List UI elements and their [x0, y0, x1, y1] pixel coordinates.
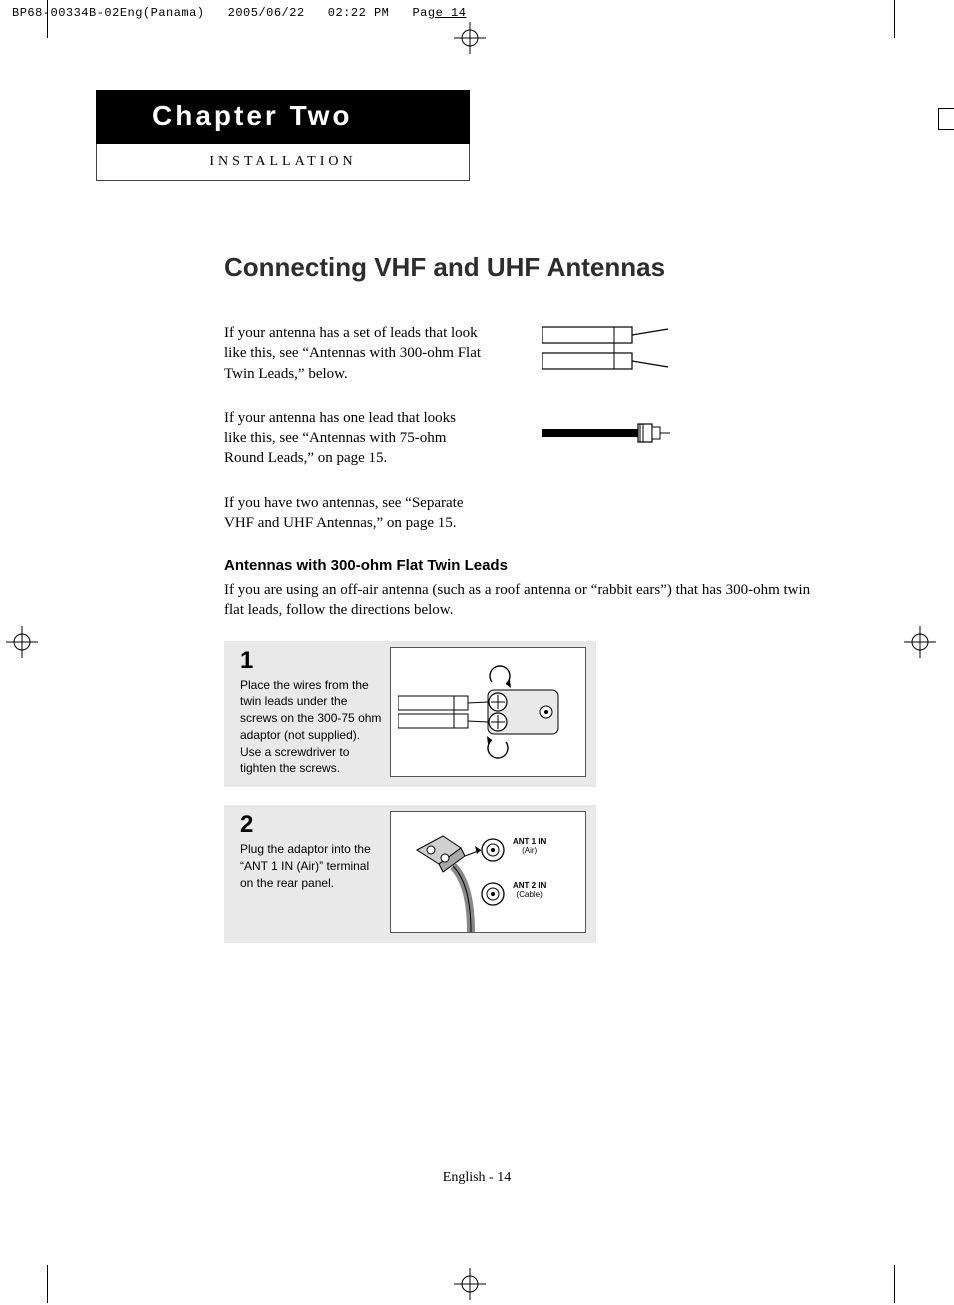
crop-mark: [894, 1265, 895, 1303]
file-date: 2005/06/22: [228, 6, 305, 20]
subsection-heading: Antennas with 300-ohm Flat Twin Leads: [224, 557, 864, 574]
chapter-subtitle: INSTALLATION: [96, 144, 470, 181]
section-title: Connecting VHF and UHF Antennas: [224, 252, 864, 283]
registration-mark: [6, 626, 38, 658]
step2-diagram: ANT 1 IN (Air) ANT 2 IN (Cable): [390, 811, 586, 933]
step-number: 1: [240, 647, 384, 675]
step-number: 2: [240, 811, 384, 839]
step-text: Plug the adaptor into the “ANT 1 IN (Air…: [240, 841, 384, 891]
registration-mark: [454, 1268, 486, 1300]
page-number: ge 14: [428, 6, 467, 20]
step-text: Place the wires from the twin leads unde…: [240, 677, 384, 778]
step-box-1: 1 Place the wires from the twin leads un…: [224, 641, 596, 788]
page-footer: English - 14: [0, 1170, 954, 1186]
crop-mark: [47, 1265, 48, 1303]
subsection-para: If you are using an off-air antenna (suc…: [224, 580, 830, 621]
coax-lead-diagram: [542, 408, 672, 458]
chapter-header: Chapter Two INSTALLATION: [96, 90, 470, 181]
chapter-title: Chapter Two: [96, 90, 470, 144]
print-header: BP68-00334B-02Eng(Panama) 2005/06/22 02:…: [12, 6, 466, 20]
file-name: BP68-00334B-02Eng(Panama): [12, 6, 205, 20]
ant2-sublabel: (Cable): [513, 891, 546, 900]
twin-lead-diagram: [542, 323, 672, 373]
intro-row-1: If your antenna has a set of leads that …: [224, 323, 864, 384]
step1-diagram: [390, 647, 586, 778]
intro-text-3: If you have two antennas, see “Separate …: [224, 493, 482, 534]
content-area: Connecting VHF and UHF Antennas If your …: [224, 252, 864, 961]
file-time: 02:22 PM: [328, 6, 390, 20]
intro-text-1: If your antenna has a set of leads that …: [224, 323, 482, 384]
ant1-sublabel: (Air): [513, 847, 546, 856]
intro-text-2: If your antenna has one lead that looks …: [224, 408, 482, 469]
crop-mark: [894, 0, 895, 38]
intro-row-2: If your antenna has one lead that looks …: [224, 408, 864, 469]
step-box-2: 2 Plug the adaptor into the “ANT 1 IN (A…: [224, 805, 596, 943]
intro-row-3: If you have two antennas, see “Separate …: [224, 493, 864, 534]
side-tick: [938, 108, 954, 130]
registration-mark: [904, 626, 936, 658]
registration-mark: [454, 22, 486, 54]
page-prefix: Pa: [412, 6, 427, 20]
